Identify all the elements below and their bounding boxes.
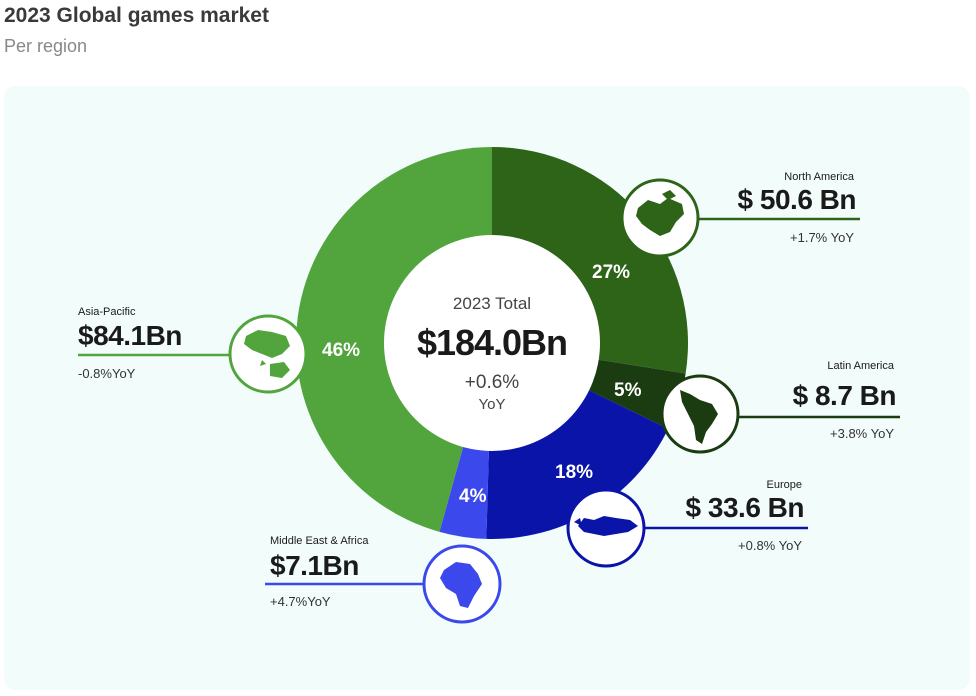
latin-america-yoy: +3.8% YoY bbox=[830, 426, 894, 441]
pct-label-asia-pacific: 46% bbox=[322, 340, 361, 361]
north-america-yoy: +1.7% YoY bbox=[790, 230, 854, 245]
north-america-value: $ 50.6 Bn bbox=[737, 184, 857, 215]
donut-hole bbox=[384, 235, 600, 451]
middle-east-africa-yoy: +4.7%YoY bbox=[270, 594, 331, 609]
page-title: 2023 Global games market bbox=[4, 4, 269, 27]
pct-label-north-america: 27% bbox=[592, 262, 631, 283]
europe-value: $ 33.6 Bn bbox=[685, 492, 805, 523]
middle-east-africa-value: $7.1Bn bbox=[270, 550, 359, 581]
pct-label-middle-east-africa: 4% bbox=[459, 486, 487, 507]
center-total-value: $184.0Bn bbox=[416, 322, 568, 363]
latin-america-map-icon bbox=[660, 374, 740, 454]
middle-east-africa-name: Middle East & Africa bbox=[270, 535, 369, 547]
asia-pacific-map-icon bbox=[228, 314, 308, 394]
latin-america-name: Latin America bbox=[827, 360, 894, 372]
center-total-label: 2023 Total bbox=[452, 294, 532, 313]
asia-pacific-yoy: -0.8%YoY bbox=[78, 366, 136, 381]
page-subtitle: Per region bbox=[4, 36, 88, 56]
europe-map-icon bbox=[566, 488, 646, 568]
center-yoy-unit: YoY bbox=[478, 396, 506, 413]
africa-map-icon bbox=[422, 544, 502, 624]
north-america-name: North America bbox=[784, 171, 854, 183]
latin-america-value: $ 8.7 Bn bbox=[792, 380, 897, 411]
europe-name: Europe bbox=[766, 479, 802, 491]
north-america-map-icon bbox=[620, 178, 700, 258]
asia-pacific-name: Asia-Pacific bbox=[78, 306, 136, 318]
pct-label-europe: 18% bbox=[555, 462, 594, 483]
center-yoy: +0.6% bbox=[464, 372, 520, 393]
europe-yoy: +0.8% YoY bbox=[738, 538, 802, 553]
asia-pacific-value: $84.1Bn bbox=[78, 320, 182, 351]
pct-label-latin-america: 5% bbox=[614, 380, 642, 401]
